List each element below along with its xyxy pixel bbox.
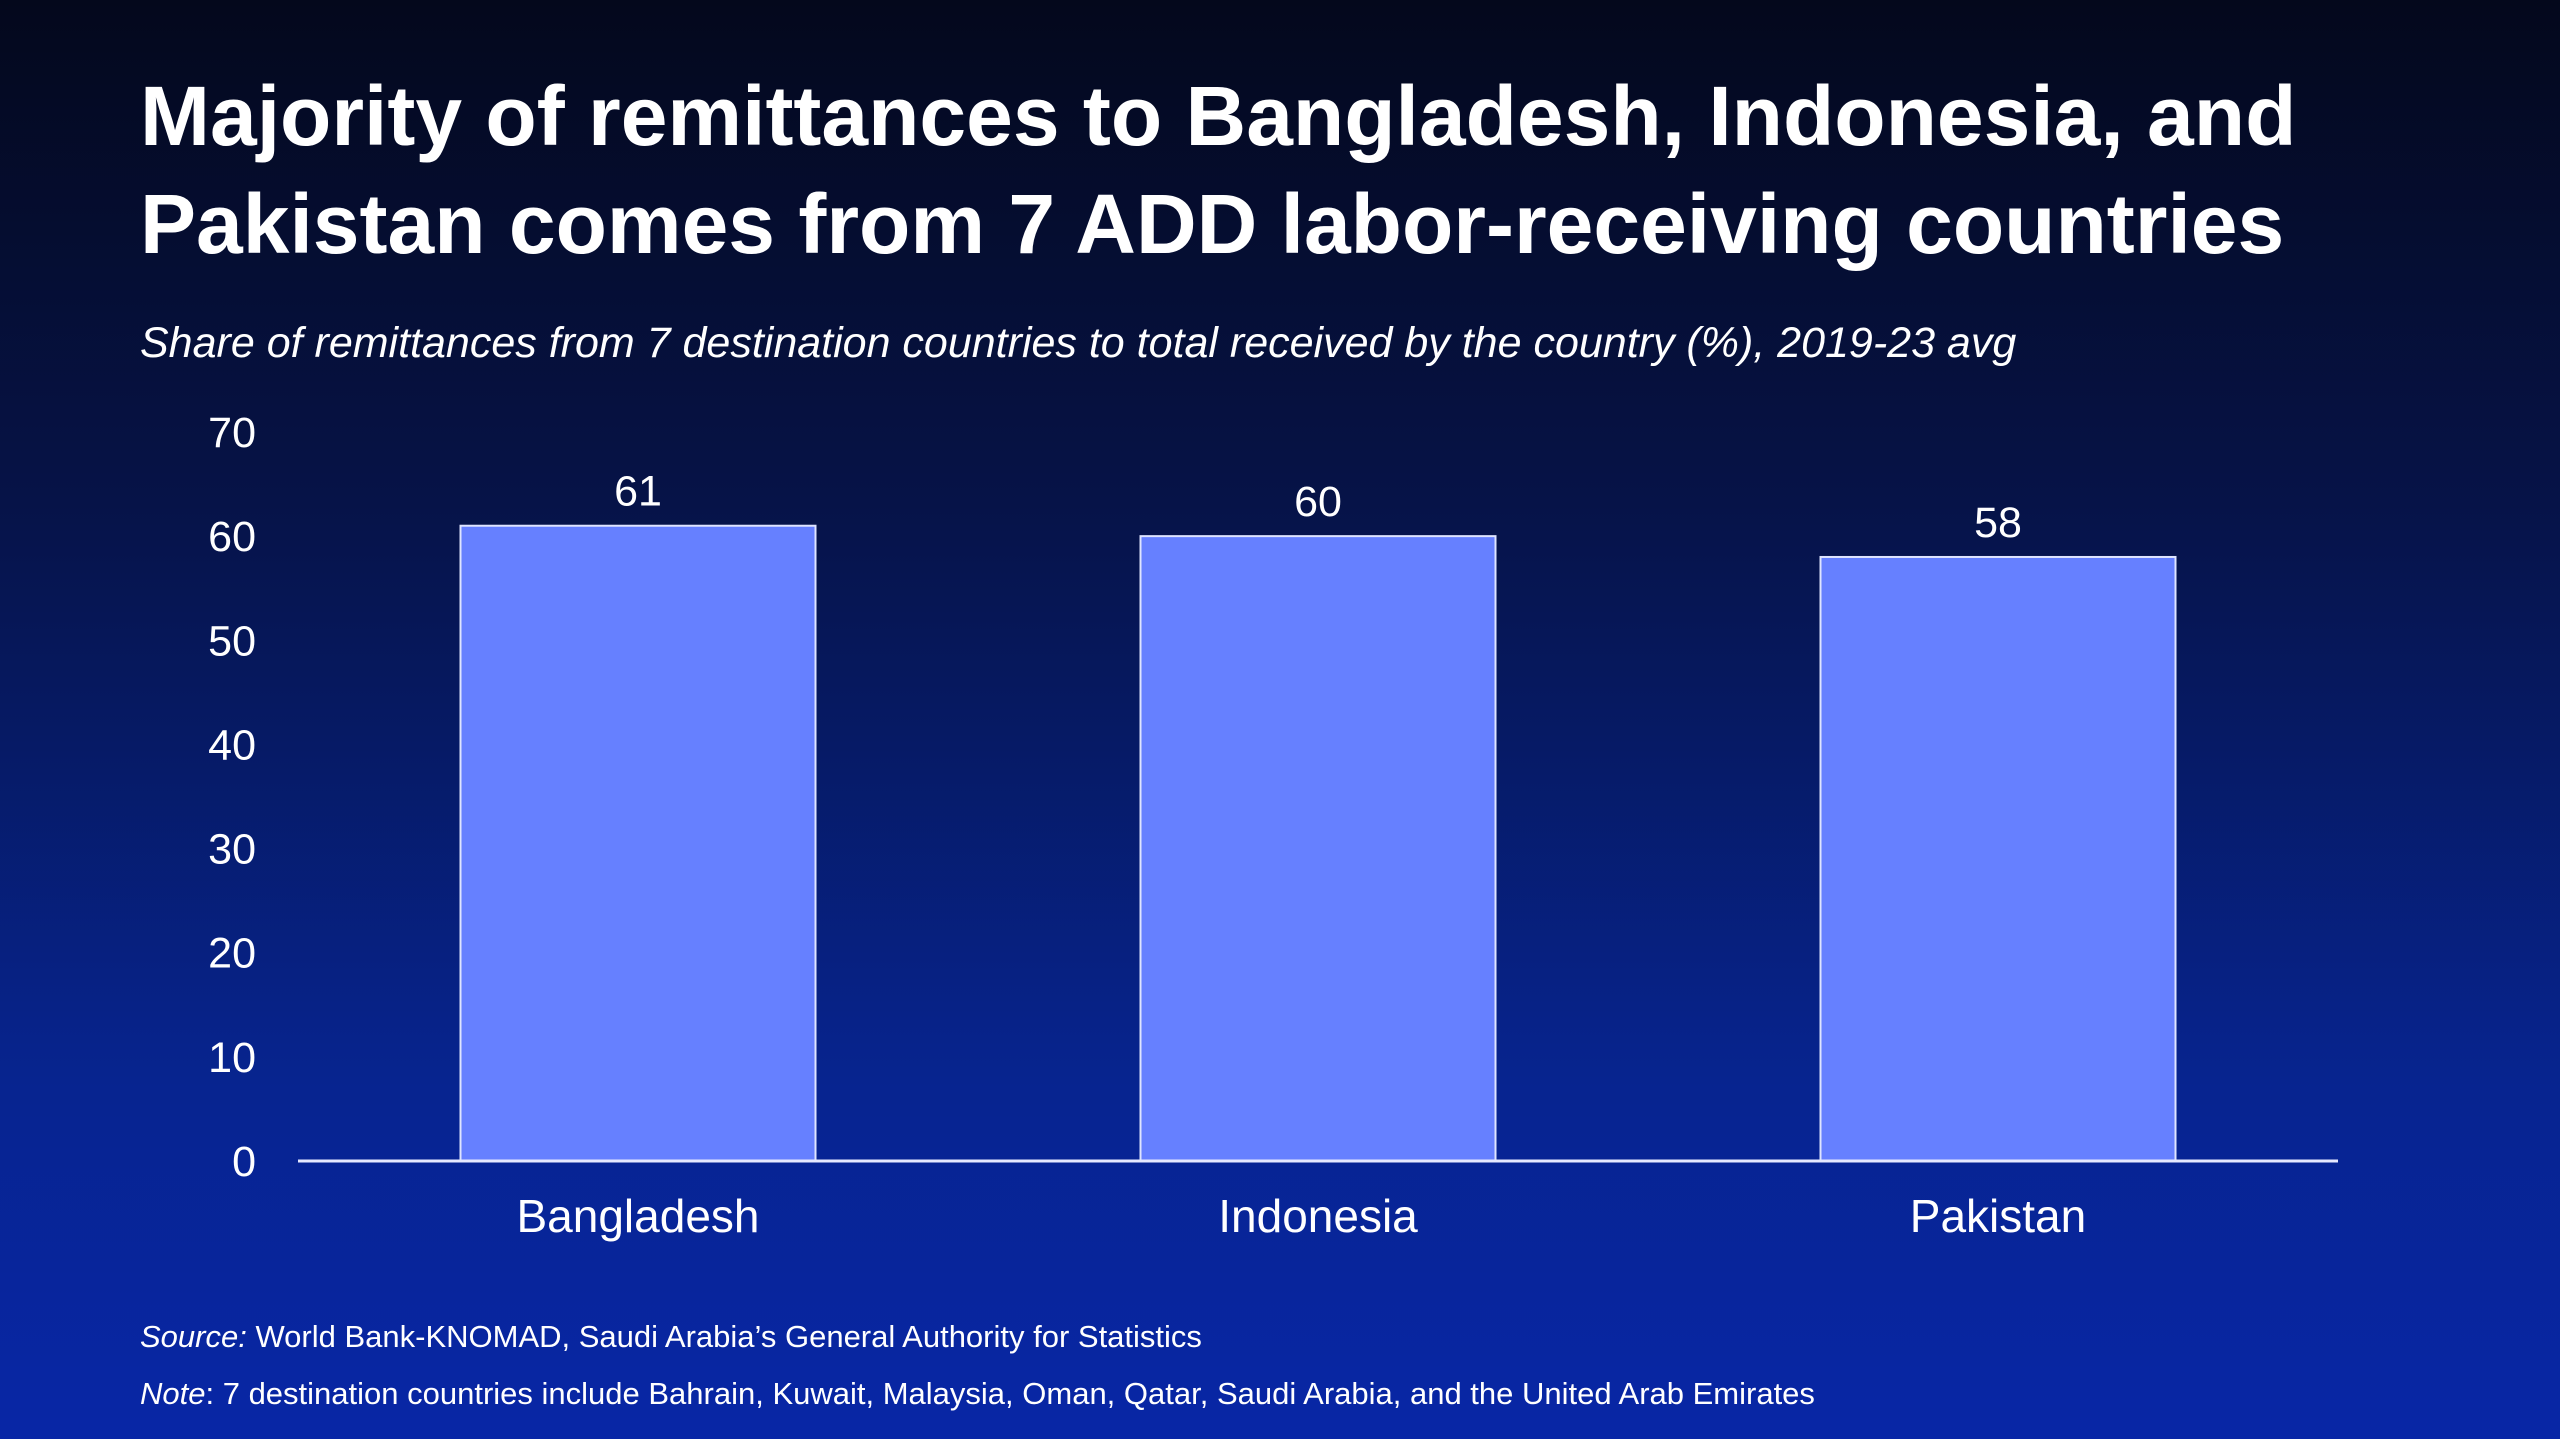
y-tick-label: 10 xyxy=(208,1034,256,1082)
data-labels-group: 61 60 58 xyxy=(614,468,2022,547)
y-tick-label: 60 xyxy=(208,513,256,561)
y-tick-label: 0 xyxy=(232,1138,256,1186)
data-label-bangladesh: 61 xyxy=(614,468,662,516)
source-text: World Bank-KNOMAD, Saudi Arabia’s Genera… xyxy=(246,1319,1202,1354)
source-label: Source: xyxy=(140,1319,247,1354)
y-tick-label: 40 xyxy=(208,721,256,769)
data-label-indonesia: 60 xyxy=(1294,478,1342,526)
chart-title: Majority of remittances to Bangladesh, I… xyxy=(140,69,2297,271)
x-axis-tick-labels: Bangladesh Indonesia Pakistan xyxy=(517,1190,2087,1242)
y-tick-label: 50 xyxy=(208,617,256,665)
y-tick-label: 20 xyxy=(208,930,256,978)
x-tick-label-indonesia: Indonesia xyxy=(1218,1190,1418,1242)
data-label-pakistan: 58 xyxy=(1974,499,2022,547)
bar-bangladesh xyxy=(459,524,817,1162)
y-tick-label: 70 xyxy=(208,409,256,457)
source-footnote: Source: World Bank-KNOMAD, Saudi Arabia’… xyxy=(140,1317,1202,1357)
bars-group xyxy=(459,524,2177,1162)
bar-indonesia xyxy=(1139,535,1497,1162)
x-tick-label-bangladesh: Bangladesh xyxy=(517,1190,760,1242)
y-axis-tick-labels: 0 10 20 30 40 50 60 70 xyxy=(208,409,256,1186)
y-tick-label: 30 xyxy=(208,826,256,874)
bar-pakistan xyxy=(1819,555,2177,1162)
note-label: Note xyxy=(140,1376,206,1411)
note-text: : 7 destination countries include Bahrai… xyxy=(205,1376,1815,1411)
chart-subtitle: Share of remittances from 7 destination … xyxy=(140,319,2017,367)
note-footnote: Note: 7 destination countries include Ba… xyxy=(140,1374,1815,1414)
x-tick-label-pakistan: Pakistan xyxy=(1910,1190,2086,1242)
